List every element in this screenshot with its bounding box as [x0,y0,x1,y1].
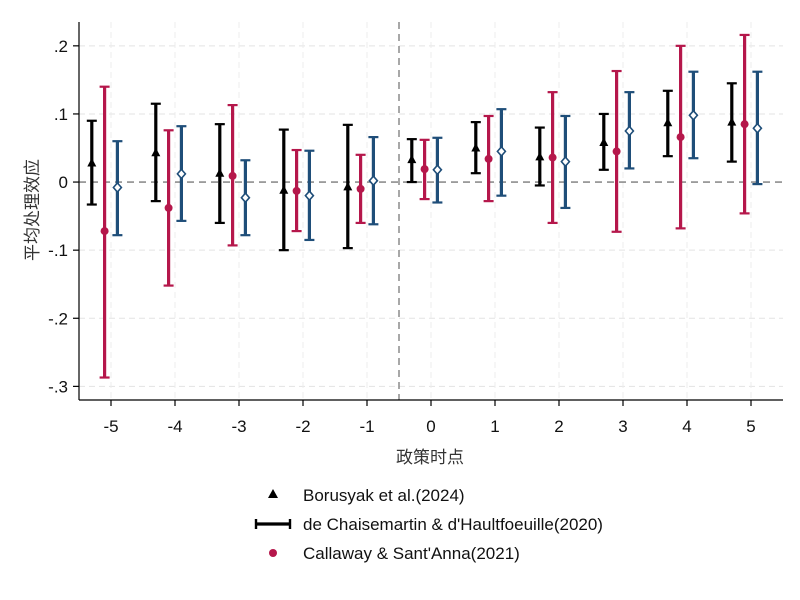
triangle-point [87,157,97,167]
y-axis-title: 平均处理效应 [23,159,43,261]
y-tick-label: -.3 [48,377,68,396]
diamond-point [304,189,315,202]
diamond-point [432,164,443,176]
x-tick-label: -1 [359,417,374,436]
x-tick-label: -3 [231,417,246,436]
circle-point [484,154,493,163]
triangle-point [663,117,673,127]
triangle-point [471,143,481,152]
y-tick-label: .1 [54,105,68,124]
triangle-point [407,154,417,164]
circle-point [676,133,685,142]
reference-lines [79,22,783,400]
triangle-point [599,137,609,147]
legend-triangle-symbol [268,489,278,498]
y-tick-label: -.2 [48,309,68,328]
circle-point [420,165,429,174]
circle-point [228,171,237,180]
circle-point [356,184,365,193]
legend-label: de Chaisemartin & d'Haultfoeuille(2020) [303,515,603,534]
x-tick-label: 0 [426,417,435,436]
triangle-point [727,117,737,126]
diamond-point [176,168,187,180]
x-tick-label: 2 [554,417,563,436]
triangle-point [279,185,289,194]
legend-label: Borusyak et al.(2024) [303,486,465,505]
triangle-point [535,151,545,161]
y-tick-label: .2 [54,37,68,56]
x-tick-label: -4 [167,417,182,436]
circle-point [100,227,109,236]
axes [73,22,783,406]
x-tick-label: 1 [490,417,499,436]
triangle-point [215,168,225,177]
diamond-point [240,192,251,204]
triangle-point [151,147,161,157]
legend-label: Callaway & Sant'Anna(2021) [303,544,520,563]
circle-point [292,186,301,195]
diamond-point [688,109,699,122]
circle-point [548,153,557,162]
x-axis-title: 政策时点 [396,448,464,468]
x-tick-label: 4 [682,417,691,436]
diamond-point [496,145,507,158]
diamond-point [752,122,763,134]
y-tick-label: -.1 [48,241,68,260]
gridlines [79,22,783,400]
circle-point [612,147,621,156]
circle-point [164,203,173,212]
diamond-point [624,125,635,137]
y-tick-label: 0 [59,173,68,192]
series-marks [86,33,763,379]
x-tick-label: 3 [618,417,627,436]
diamond-point [112,181,123,194]
x-tick-label: -5 [103,417,118,436]
diamond-point [560,155,571,168]
circle-point [740,120,749,129]
legend: Borusyak et al.(2024) de Chaisemartin & d… [254,486,603,563]
triangle-point [343,181,353,191]
tick-labels: .2 .1 0 -.1 -.2 -.3 -5 -4 -3 -2 -1 0 1 2 3 4 5 [48,37,756,436]
x-tick-label: -2 [295,417,310,436]
diamond-point [368,174,379,187]
legend-circle-symbol [269,549,277,557]
x-tick-label: 5 [746,417,755,436]
